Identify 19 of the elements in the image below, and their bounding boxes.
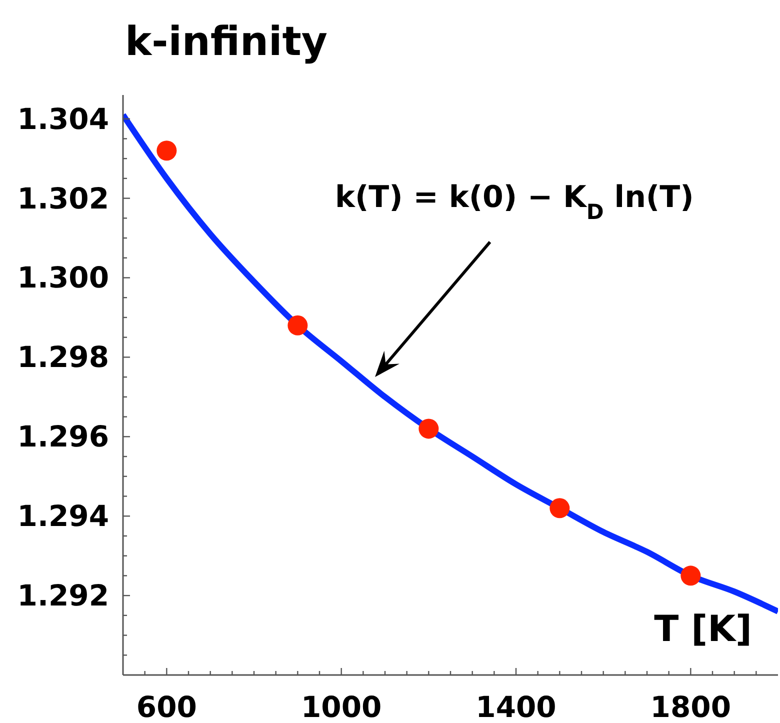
y-tick-label: 1.294 [17,499,109,534]
point [418,418,439,439]
y-tick-label: 1.292 [17,578,109,613]
annotation: k(T) = k(0) − K$_{D}$ ln(T) [335,180,694,224]
y-tick-label: 1.302 [17,181,109,216]
y-tick-label: 1.298 [17,340,109,374]
x-tick-label: 600 [136,690,197,723]
point [156,140,177,161]
y-tick-label: 1.300 [17,260,109,295]
chart-title: k-infinity [125,19,328,65]
x-tick-label: 1800 [650,690,732,723]
y-tick-label: 1.296 [17,420,109,454]
x-tick-label: 1400 [476,690,556,723]
y-tick-label: 1.304 [17,102,109,136]
point [288,315,308,336]
point [550,498,570,518]
x-axis-title: T [K] [654,609,752,650]
point [680,566,701,586]
x-tick-label: 1000 [300,690,382,723]
